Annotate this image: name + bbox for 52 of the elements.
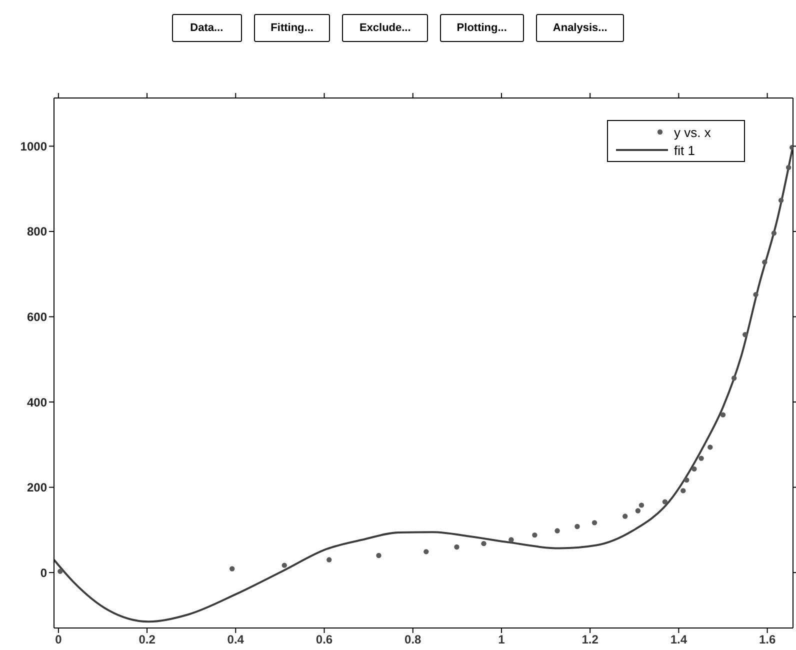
text: Plotting... <box>440 14 524 42</box>
point <box>720 412 726 418</box>
text: Fitting... <box>254 14 330 42</box>
point <box>424 549 429 554</box>
point <box>692 466 697 472</box>
y-tick-label: 600 <box>26 310 48 324</box>
point <box>684 477 690 483</box>
point <box>326 557 332 562</box>
point <box>574 524 580 530</box>
point <box>778 198 784 203</box>
point <box>282 562 287 568</box>
x-tick-label: 0.8 <box>404 632 422 647</box>
legend-label: y vs. x <box>674 124 711 140</box>
point <box>698 456 704 461</box>
legend-label: fit 1 <box>674 142 695 158</box>
point <box>454 544 460 550</box>
point <box>376 552 382 558</box>
point <box>771 230 777 236</box>
x-tick-label: 1 <box>498 632 506 647</box>
y-tick-label: 1000 <box>20 139 48 154</box>
point <box>662 499 668 504</box>
y-tick-label: 400 <box>26 395 48 410</box>
point <box>638 502 644 508</box>
point <box>742 332 748 338</box>
point <box>762 260 768 265</box>
point <box>731 376 737 381</box>
x-tick-label: 0 <box>55 632 62 647</box>
y-tick-label: 800 <box>26 224 48 239</box>
point <box>532 532 538 538</box>
point <box>58 568 63 574</box>
point <box>554 528 560 534</box>
x-tick-label: 0.2 <box>138 632 156 647</box>
text: Analysis... <box>536 14 624 42</box>
x-tick-label: 1.4 <box>670 632 688 647</box>
x-tick-label: 1.6 <box>758 632 776 647</box>
point <box>708 444 713 450</box>
point <box>481 540 486 546</box>
x-tick-label: 0.6 <box>316 632 333 647</box>
point <box>786 164 792 170</box>
point <box>508 537 514 542</box>
point <box>230 566 235 572</box>
point <box>635 508 641 514</box>
text: Exclude... <box>342 14 428 42</box>
x-tick-label: 1.2 <box>582 632 599 647</box>
point <box>592 520 598 526</box>
y-tick-label: 0 <box>40 566 48 580</box>
x-tick-label: 0.4 <box>227 632 244 647</box>
point <box>622 514 628 519</box>
text: Data... <box>172 14 242 42</box>
y-tick-label: 200 <box>26 480 48 495</box>
point <box>680 488 686 494</box>
point <box>753 292 758 298</box>
